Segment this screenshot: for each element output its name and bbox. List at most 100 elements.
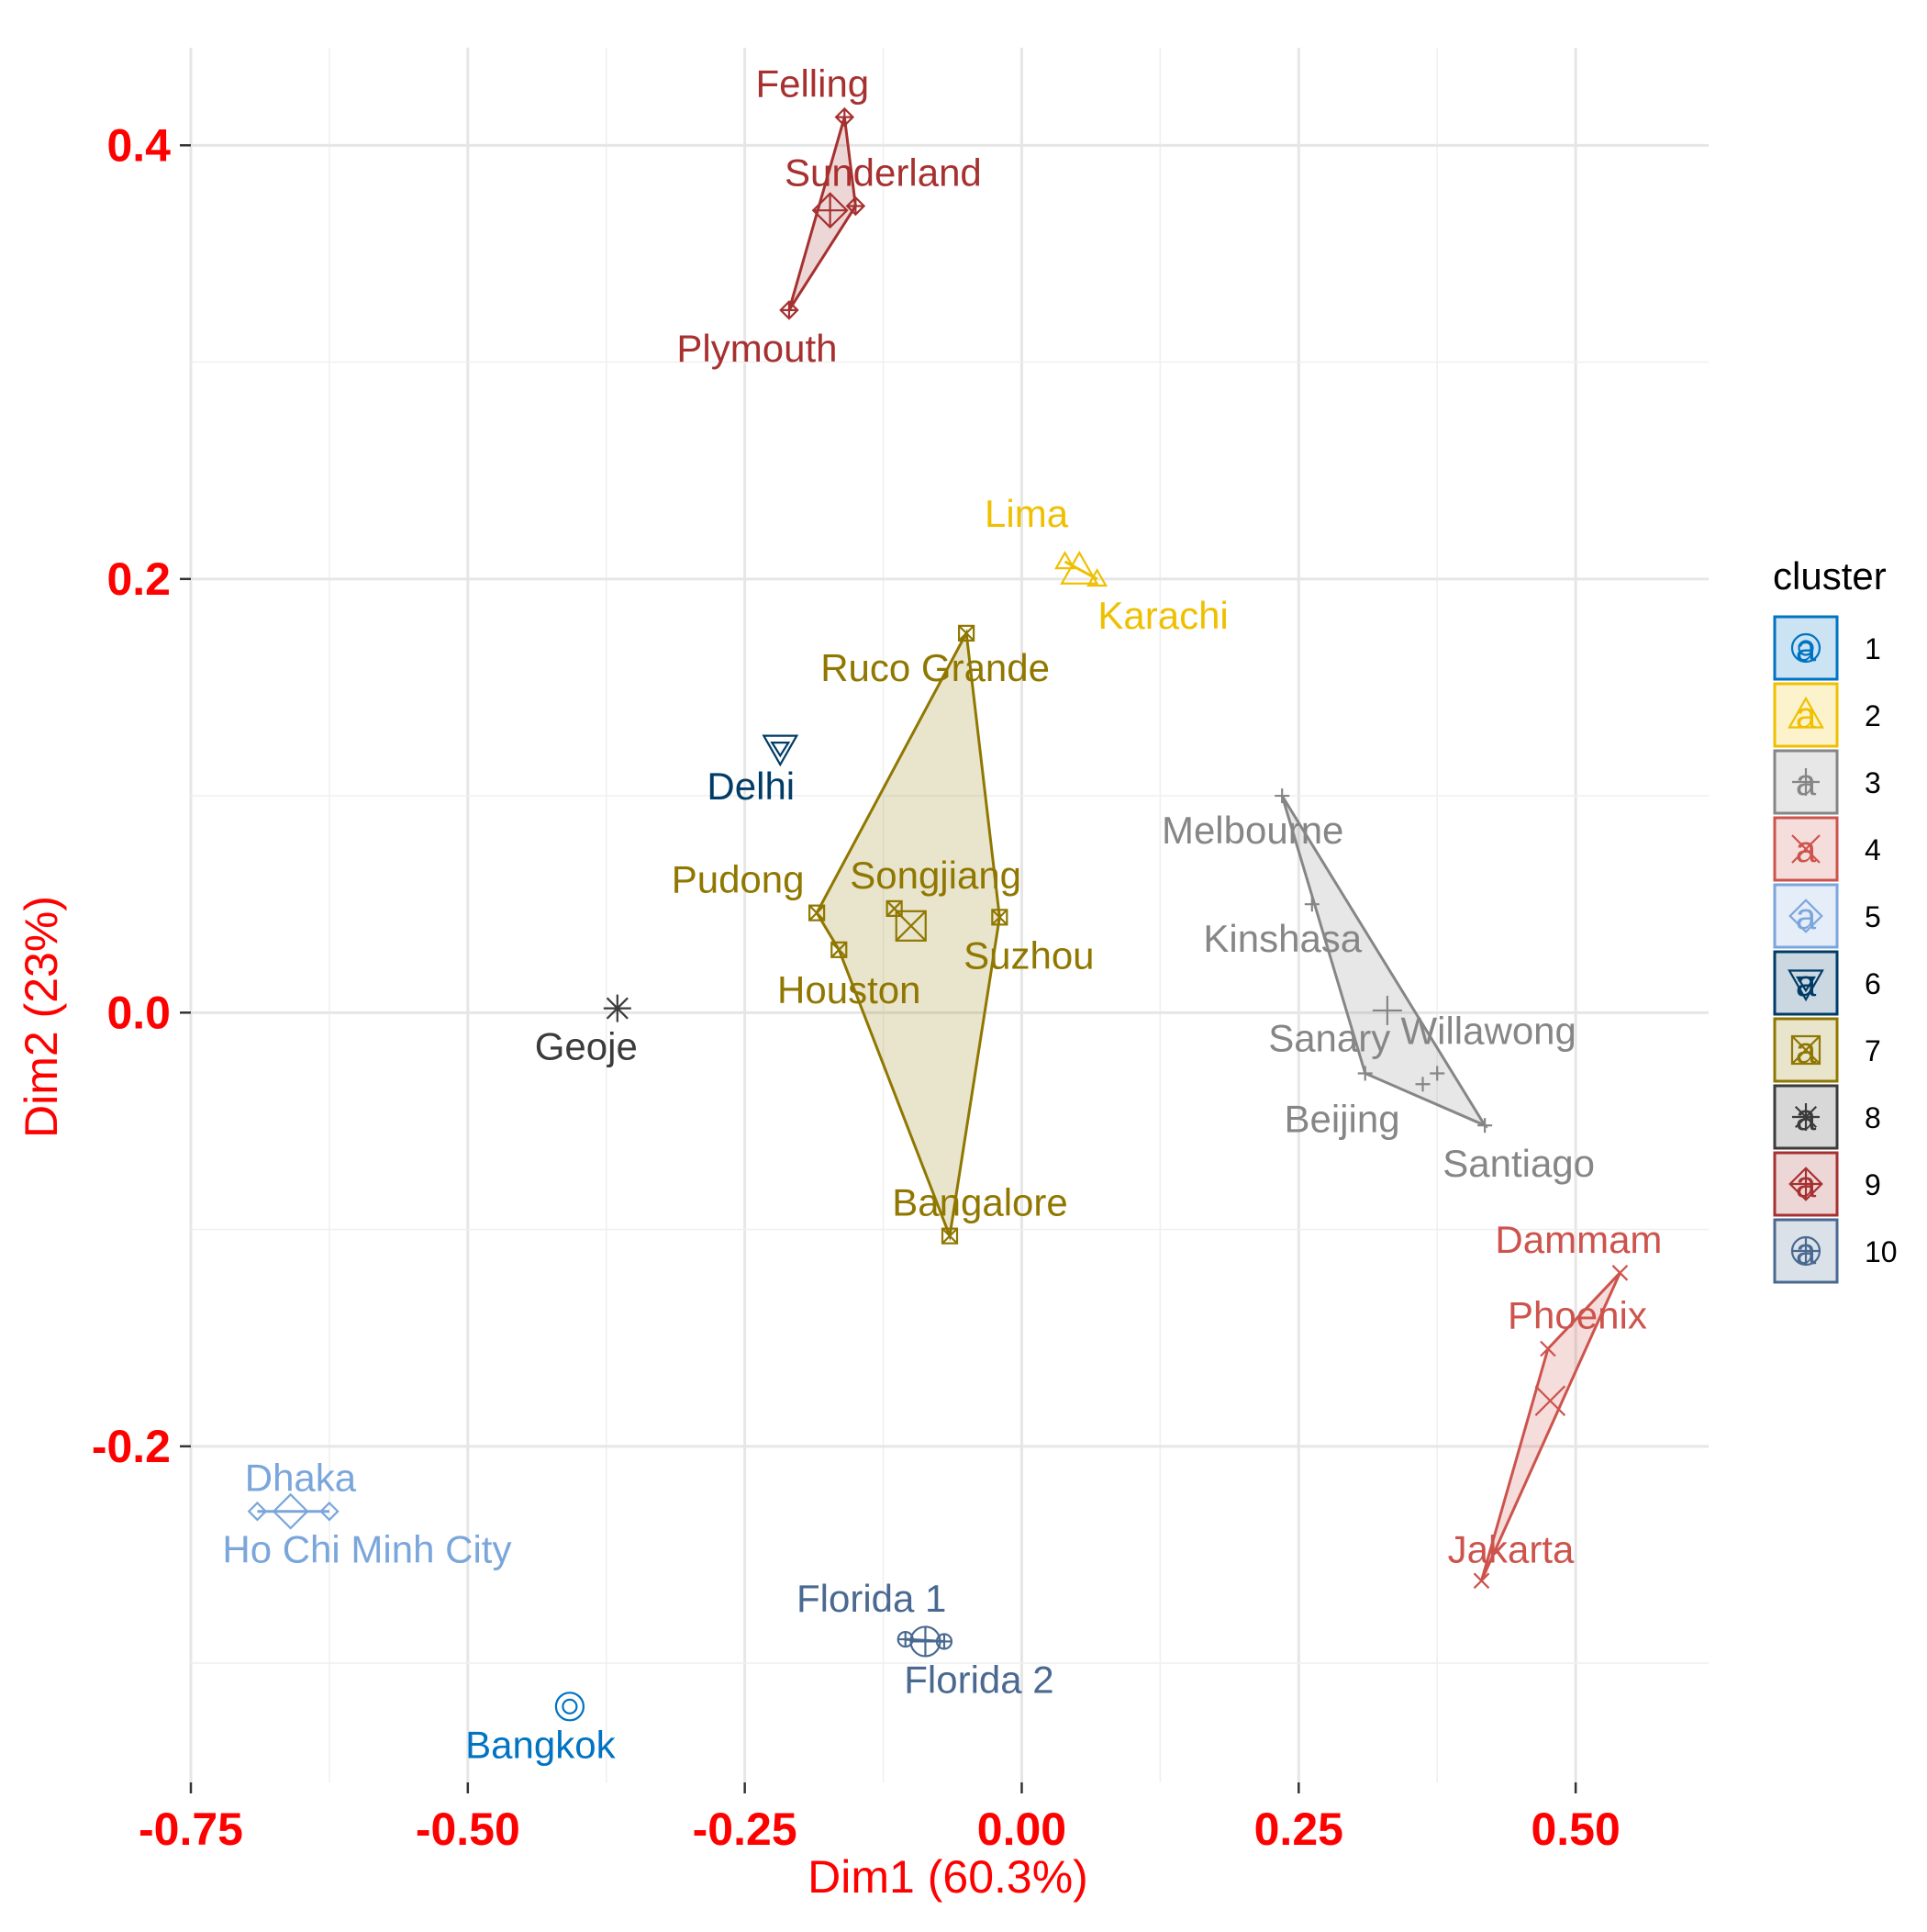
legend-key-5: a [1773, 883, 1839, 949]
label-houston: Houston [777, 968, 920, 1011]
legend-key-glyph: a [1796, 897, 1817, 937]
label-ho-chi-minh-city: Ho Chi Minh City [222, 1528, 511, 1571]
legend-key-8: a [1773, 1084, 1839, 1150]
legend-label-3: 3 [1865, 766, 1881, 799]
x-tick-label: 0.50 [1531, 1804, 1620, 1855]
label-beijing: Beijing [1284, 1097, 1399, 1140]
point-sunderland [845, 195, 866, 217]
point-pudong [808, 904, 826, 921]
legend-key-3: a [1773, 749, 1839, 815]
label-lima: Lima [985, 492, 1069, 535]
legend-label-6: 6 [1865, 967, 1881, 1000]
point-beijing [1415, 1077, 1431, 1092]
hull-layer [257, 117, 1621, 1643]
point-lima [1054, 551, 1076, 570]
label-geoje: Geoje [535, 1025, 638, 1068]
label-melbourne: Melbourne [1162, 809, 1343, 852]
y-tick-label: 0.0 [106, 987, 171, 1038]
label-layer: Bangkok Lima Karachi Melbourne Kinshasa Sanar… [222, 62, 1662, 1767]
y-tick-label: 0.2 [106, 553, 171, 605]
y-tick-label: 0.4 [106, 119, 171, 171]
x-axis-title: Dim1 (60.3%) [808, 1851, 1088, 1903]
legend-label-1: 1 [1865, 632, 1881, 665]
y-axis-title: Dim2 (23%) [16, 896, 67, 1138]
x-tick-label: -0.50 [416, 1804, 520, 1855]
label-songjiang: Songjiang [850, 854, 1021, 897]
legend-label-7: 7 [1865, 1034, 1881, 1067]
label-dhaka: Dhaka [245, 1457, 357, 1500]
point-plymouth [779, 300, 799, 320]
legend-label-8: 8 [1865, 1101, 1881, 1134]
centroid-cluster-9 [811, 192, 849, 229]
legend-key-glyph: a [1796, 1031, 1817, 1071]
legend-label-4: 4 [1865, 833, 1881, 866]
label-jakarta: Jakarta [1448, 1527, 1575, 1570]
legend-key-glyph: a [1796, 830, 1817, 870]
legend-key-1: a [1773, 615, 1839, 681]
centroid-cluster-5 [272, 1492, 309, 1530]
label-florida-1: Florida 1 [796, 1577, 946, 1620]
legend-key-glyph: a [1796, 629, 1817, 669]
label-suzhou: Suzhou [964, 933, 1094, 977]
legend-key-glyph: a [1796, 1165, 1817, 1205]
centroid-cluster-7 [895, 910, 927, 942]
y-tick-label: -0.2 [92, 1421, 171, 1472]
point-geoje [603, 994, 631, 1022]
point-melbourne [1275, 788, 1290, 804]
legend-key-2: a [1773, 682, 1839, 748]
label-bangalore: Bangalore [892, 1181, 1067, 1224]
legend-key-7: a [1773, 1017, 1839, 1083]
label-sanary: Sanary [1268, 1016, 1390, 1059]
legend-key-4: a [1773, 816, 1839, 882]
label-sunderland: Sunderland [785, 151, 982, 194]
legend-key-10: a [1773, 1218, 1839, 1284]
legend-label-9: 9 [1865, 1168, 1881, 1201]
point-dammam [1611, 1265, 1629, 1281]
point-suzhou [991, 909, 1008, 926]
point-bangalore [941, 1227, 959, 1245]
label-willawong: Willawong [1401, 1009, 1576, 1052]
x-tick-label: -0.25 [693, 1804, 797, 1855]
label-ruco-grande: Ruco Grande [820, 646, 1050, 689]
legend-key-glyph: a [1796, 763, 1817, 803]
hull-cluster-4 [1480, 1271, 1621, 1581]
legend-label-5: 5 [1865, 900, 1881, 933]
hull-cluster-3 [1280, 795, 1488, 1129]
x-tick-label: -0.75 [139, 1804, 243, 1855]
point-ruco-grande [958, 624, 975, 642]
label-delhi: Delhi [707, 765, 795, 808]
legend-label-2: 2 [1865, 699, 1881, 732]
legend-title: cluster [1773, 554, 1887, 597]
centroid-cluster-10 [909, 1625, 941, 1658]
point-ho-chi-minh-city [319, 1501, 340, 1522]
legend-key-glyph: a [1796, 1232, 1817, 1272]
legend-label-10: 10 [1865, 1235, 1898, 1268]
label-phoenix: Phoenix [1508, 1294, 1647, 1337]
label-kinshasa: Kinshasa [1203, 917, 1362, 960]
point-kinshasa [1304, 897, 1320, 912]
point-felling [834, 106, 855, 128]
legend-key-glyph: a [1796, 696, 1817, 736]
legend-key-9: a [1773, 1151, 1839, 1217]
centroid-cluster-4 [1534, 1385, 1566, 1416]
label-dammam: Dammam [1495, 1218, 1662, 1261]
point-delhi [762, 734, 799, 767]
legend-key-glyph: a [1796, 964, 1817, 1004]
centroid-cluster-2 [1060, 550, 1099, 585]
label-felling: Felling [755, 62, 869, 106]
point-phoenix [1540, 1340, 1556, 1357]
axis-layer: -0.75 -0.50 -0.25 0.00 0.25 0.50 -0.2 0.0 0.2 0.4 [92, 119, 1621, 1855]
point-jakarta [1473, 1572, 1490, 1590]
label-pudong: Pudong [672, 858, 805, 901]
legend-key-glyph: a [1796, 1098, 1817, 1138]
point-sanary [1357, 1066, 1373, 1081]
label-florida-2: Florida 2 [904, 1658, 1053, 1701]
legend-key-6: a [1773, 950, 1839, 1016]
label-bangkok: Bangkok [465, 1723, 616, 1766]
point-willawong [1430, 1066, 1445, 1081]
point-bangkok [554, 1692, 585, 1722]
label-santiago: Santiago [1442, 1142, 1595, 1185]
label-plymouth: Plymouth [676, 327, 837, 370]
